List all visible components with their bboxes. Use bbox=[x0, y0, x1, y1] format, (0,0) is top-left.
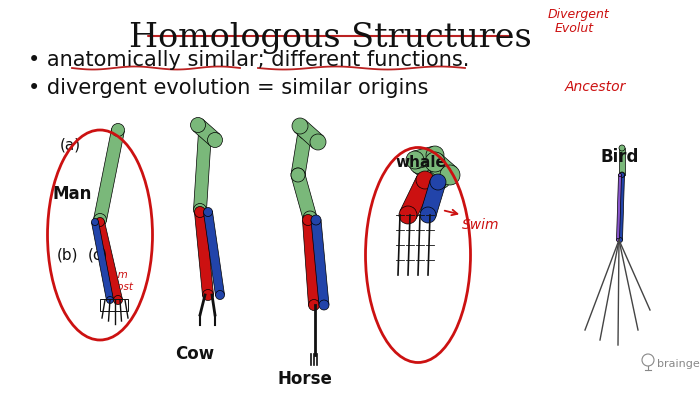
Circle shape bbox=[619, 172, 625, 178]
Circle shape bbox=[291, 168, 305, 182]
Circle shape bbox=[193, 204, 206, 217]
Polygon shape bbox=[302, 220, 319, 305]
Polygon shape bbox=[617, 175, 622, 240]
Circle shape bbox=[617, 239, 620, 242]
Polygon shape bbox=[204, 211, 225, 296]
Circle shape bbox=[92, 219, 99, 226]
Text: Evolut: Evolut bbox=[555, 22, 594, 35]
Circle shape bbox=[619, 145, 625, 151]
Text: Divergent: Divergent bbox=[548, 8, 610, 21]
Text: Ancestor: Ancestor bbox=[565, 80, 627, 94]
Text: (c): (c) bbox=[88, 248, 108, 263]
Text: Bird: Bird bbox=[600, 148, 638, 166]
Text: Man: Man bbox=[52, 185, 92, 203]
Circle shape bbox=[425, 152, 445, 172]
Circle shape bbox=[298, 125, 312, 139]
Circle shape bbox=[311, 215, 321, 225]
Circle shape bbox=[619, 173, 622, 176]
Circle shape bbox=[420, 207, 436, 223]
Polygon shape bbox=[94, 129, 125, 221]
Polygon shape bbox=[420, 180, 446, 217]
Text: (a): (a) bbox=[60, 138, 81, 153]
Circle shape bbox=[406, 151, 424, 169]
Circle shape bbox=[292, 118, 308, 134]
Text: Horse: Horse bbox=[278, 370, 332, 388]
Text: Homologous Structures: Homologous Structures bbox=[129, 22, 531, 54]
Circle shape bbox=[94, 213, 106, 226]
Circle shape bbox=[617, 237, 622, 242]
Polygon shape bbox=[193, 119, 220, 146]
Circle shape bbox=[302, 215, 314, 226]
Text: (b): (b) bbox=[57, 248, 78, 263]
Circle shape bbox=[430, 174, 446, 190]
Circle shape bbox=[399, 206, 417, 224]
Polygon shape bbox=[619, 148, 625, 175]
Circle shape bbox=[216, 290, 225, 299]
Circle shape bbox=[111, 123, 125, 136]
Circle shape bbox=[409, 152, 431, 174]
Circle shape bbox=[195, 206, 206, 217]
Circle shape bbox=[199, 125, 211, 138]
Text: Cow: Cow bbox=[176, 345, 215, 363]
Circle shape bbox=[202, 290, 214, 301]
Polygon shape bbox=[400, 176, 433, 219]
Circle shape bbox=[310, 134, 326, 150]
Text: a m
most: a m most bbox=[108, 270, 134, 292]
Circle shape bbox=[204, 208, 213, 217]
Polygon shape bbox=[428, 154, 456, 183]
Circle shape bbox=[620, 173, 624, 178]
Polygon shape bbox=[193, 132, 211, 210]
Circle shape bbox=[106, 296, 113, 303]
Polygon shape bbox=[291, 173, 316, 220]
Circle shape bbox=[291, 168, 305, 182]
Polygon shape bbox=[311, 220, 329, 305]
Polygon shape bbox=[92, 221, 113, 301]
Polygon shape bbox=[413, 146, 438, 169]
Text: • anatomically similar; different functions.: • anatomically similar; different functi… bbox=[28, 50, 470, 70]
Polygon shape bbox=[96, 221, 122, 301]
Circle shape bbox=[95, 217, 104, 226]
Circle shape bbox=[429, 167, 451, 189]
Circle shape bbox=[190, 118, 206, 132]
Polygon shape bbox=[291, 131, 312, 176]
Circle shape bbox=[426, 146, 444, 164]
Circle shape bbox=[113, 296, 122, 305]
Polygon shape bbox=[617, 175, 624, 240]
Text: braingenie: braingenie bbox=[657, 359, 700, 369]
Polygon shape bbox=[414, 154, 447, 187]
Circle shape bbox=[303, 211, 317, 225]
Polygon shape bbox=[295, 120, 323, 148]
Circle shape bbox=[440, 165, 460, 185]
Circle shape bbox=[309, 299, 319, 310]
Circle shape bbox=[319, 300, 329, 310]
Text: Swim: Swim bbox=[462, 218, 500, 232]
Circle shape bbox=[416, 171, 434, 189]
Bar bbox=[100, 299, 128, 311]
Text: whale: whale bbox=[395, 155, 446, 170]
Text: • divergent evolution = similar origins: • divergent evolution = similar origins bbox=[28, 78, 428, 98]
Polygon shape bbox=[195, 211, 214, 296]
Circle shape bbox=[207, 132, 223, 147]
